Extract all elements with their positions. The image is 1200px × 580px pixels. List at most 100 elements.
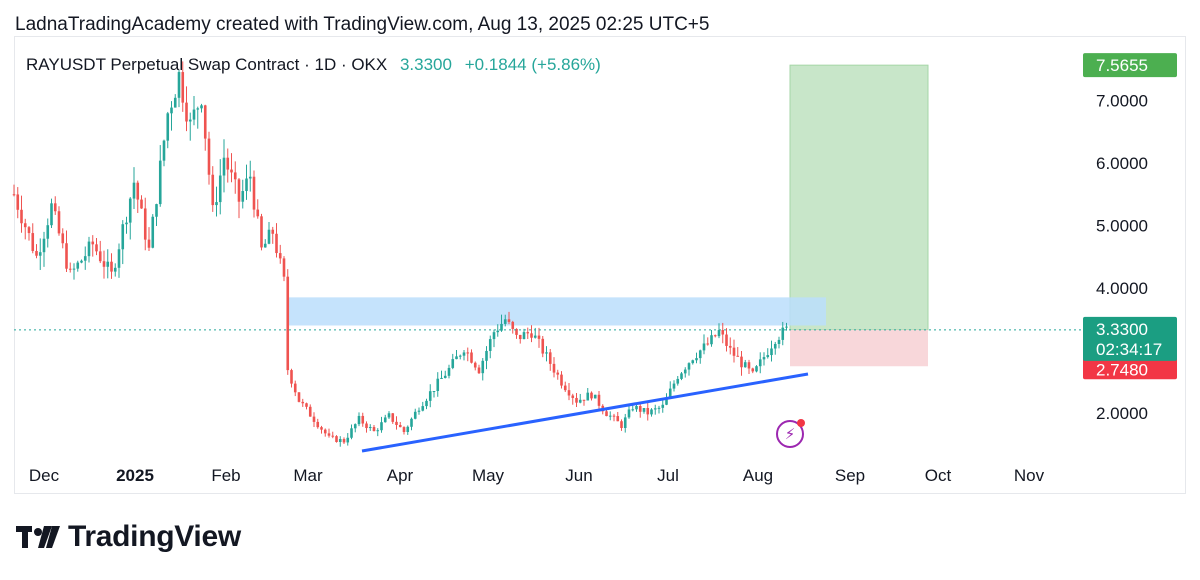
candle-body — [425, 400, 428, 407]
candle-body — [267, 229, 271, 244]
candle-body — [631, 409, 635, 411]
candle-body — [312, 416, 316, 422]
candle-body — [278, 253, 282, 259]
candle-body — [560, 374, 563, 386]
candle-body — [271, 229, 275, 234]
candle-body — [275, 233, 278, 254]
candle-body — [537, 335, 541, 339]
symbol-legend[interactable]: RAYUSDT Perpetual Swap Contract · 1D · O… — [26, 55, 601, 75]
candle-body — [128, 198, 132, 223]
candle-body — [661, 404, 665, 408]
candle-body — [653, 408, 657, 410]
candle-body — [717, 330, 721, 337]
candle-body — [68, 268, 72, 270]
candle-body — [286, 276, 290, 371]
candle-body — [473, 362, 477, 368]
candles — [12, 61, 788, 447]
candle-body — [132, 182, 136, 199]
candle-body — [53, 203, 57, 212]
notification-dot — [797, 419, 805, 427]
y-tick-label: 6.0000 — [1096, 154, 1148, 173]
candle-body — [46, 225, 50, 239]
candle-body — [91, 241, 95, 245]
candle-body — [755, 366, 758, 372]
candle-body — [327, 433, 331, 436]
candle-body — [395, 421, 398, 425]
candle-body — [451, 359, 455, 368]
candle-body — [218, 175, 222, 203]
candle-body — [597, 394, 601, 406]
candle-body — [162, 140, 166, 161]
candle-body — [65, 243, 68, 269]
candle-body — [563, 385, 567, 391]
candle-body — [428, 391, 432, 401]
candle-body — [20, 209, 23, 224]
candle-body — [121, 224, 125, 250]
candle-body — [305, 403, 308, 407]
candle-body — [331, 435, 335, 437]
candle-body — [590, 392, 593, 399]
lightning-icon[interactable]: ⚡ — [776, 419, 805, 448]
candle-body — [192, 109, 196, 120]
candle-body — [417, 410, 421, 412]
x-tick-label: Sep — [835, 466, 865, 485]
candle-body — [151, 216, 155, 248]
x-tick-label: May — [472, 466, 505, 485]
candle-body — [511, 321, 515, 329]
candle-body — [211, 174, 215, 206]
candle-body — [665, 397, 668, 405]
candle-body — [222, 157, 226, 176]
candle-body — [143, 208, 147, 240]
candle-body — [691, 360, 695, 364]
candle-body — [470, 352, 473, 363]
candle-body — [766, 355, 770, 358]
candle-body — [762, 357, 766, 360]
candle-body — [188, 119, 192, 122]
candle-body — [582, 399, 586, 401]
candle-body — [740, 356, 743, 368]
x-tick-label: Apr — [387, 466, 414, 485]
symbol-title: RAYUSDT Perpetual Swap Contract · 1D · O… — [26, 55, 388, 74]
candle-body — [698, 350, 702, 359]
candle-body — [492, 332, 496, 340]
candle-body — [248, 176, 252, 179]
candle-body — [252, 176, 256, 210]
candle-body — [533, 335, 537, 338]
candle-body — [758, 359, 762, 367]
brand-logo: TradingView — [16, 520, 241, 554]
candle-body — [728, 345, 732, 348]
candle-body — [290, 370, 293, 384]
candle-body — [16, 194, 20, 210]
stop-price-tag-bg — [1083, 357, 1177, 380]
candle-body — [353, 424, 357, 429]
target-zone — [789, 64, 929, 331]
candle-body — [147, 239, 151, 248]
target-price-tag-bg — [1083, 53, 1177, 78]
candle-body — [346, 437, 350, 443]
candle-body — [421, 406, 425, 411]
x-tick-label: Jul — [657, 466, 679, 485]
candle-body — [106, 261, 110, 267]
candle-body — [372, 427, 376, 432]
candle-body — [402, 427, 406, 432]
chart-frame[interactable] — [14, 36, 1186, 494]
candle-body — [38, 252, 42, 256]
candle-body — [545, 352, 548, 354]
candle-body — [515, 328, 518, 335]
candle-body — [447, 367, 451, 376]
candle-body — [458, 355, 462, 357]
candle-body — [323, 429, 327, 434]
candle-body — [743, 362, 747, 368]
candle-body — [158, 160, 162, 205]
candle-body — [166, 113, 170, 141]
candle-body — [593, 394, 597, 399]
candle-body — [721, 330, 725, 335]
candle-body — [616, 416, 620, 422]
candle-body — [31, 233, 35, 251]
candle-body — [155, 204, 158, 217]
candle-body — [620, 421, 623, 428]
candle-body — [541, 338, 545, 354]
candle-body — [245, 178, 248, 192]
candle-body — [27, 227, 31, 234]
